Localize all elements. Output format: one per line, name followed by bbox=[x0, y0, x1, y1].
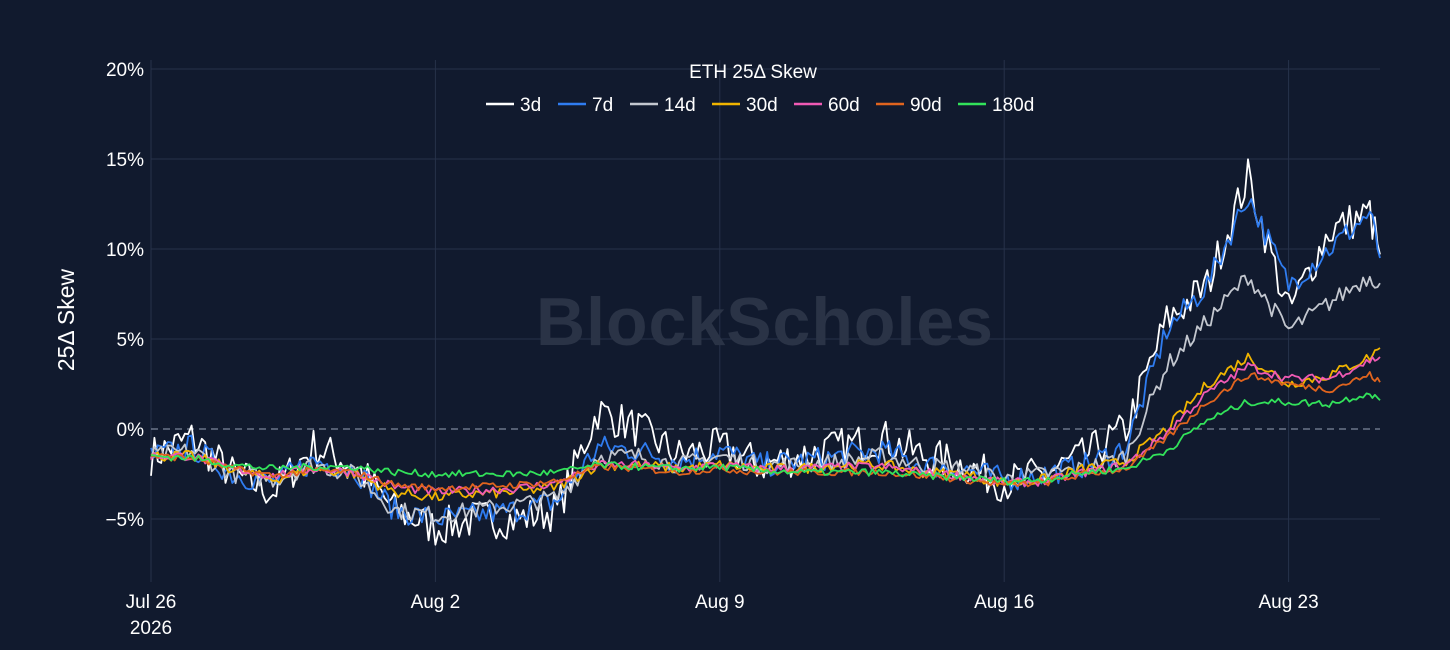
legend-item-180d[interactable]: 180d bbox=[958, 95, 1034, 116]
y-tick-label: 5% bbox=[117, 330, 145, 351]
y-axis-title: 25Δ Skew bbox=[53, 268, 79, 371]
legend-label: 30d bbox=[746, 95, 778, 116]
legend-label: 7d bbox=[592, 95, 613, 116]
legend-label: 3d bbox=[520, 95, 541, 116]
chart-title: ETH 25Δ Skew bbox=[689, 62, 817, 83]
legend-label: 14d bbox=[664, 95, 696, 116]
x-tick-label: Aug 23 bbox=[1258, 592, 1318, 613]
gridlines bbox=[150, 60, 1380, 582]
y-tick-label: 10% bbox=[106, 240, 144, 261]
y-tick-label: −5% bbox=[105, 510, 144, 531]
y-tick-labels: 20% 15% 10% 5% 0% −5% bbox=[105, 60, 144, 531]
legend[interactable]: 3d 7d 14d 30d 60d 90d 180d bbox=[486, 95, 1034, 116]
legend-item-14d[interactable]: 14d bbox=[630, 95, 696, 116]
y-tick-label: 20% bbox=[106, 60, 144, 81]
x-tick-label: Aug 9 bbox=[695, 592, 745, 613]
legend-item-60d[interactable]: 60d bbox=[794, 95, 860, 116]
x-tick-label: Aug 2 bbox=[411, 592, 461, 613]
series-line-7d bbox=[150, 198, 1381, 526]
y-tick-label: 15% bbox=[106, 150, 144, 171]
series-group bbox=[150, 158, 1381, 546]
legend-item-3d[interactable]: 3d bbox=[486, 95, 541, 116]
x-tick-labels: Jul 26 2026 Aug 2 Aug 9 Aug 16 Aug 23 bbox=[126, 592, 1319, 639]
legend-item-90d[interactable]: 90d bbox=[876, 95, 942, 116]
x-tick-label: Aug 16 bbox=[974, 592, 1034, 613]
legend-label: 60d bbox=[828, 95, 860, 116]
legend-item-30d[interactable]: 30d bbox=[712, 95, 778, 116]
legend-label: 180d bbox=[992, 95, 1034, 116]
y-tick-label: 0% bbox=[117, 420, 145, 441]
watermark-logo: BlockScholes bbox=[536, 284, 994, 360]
x-tick-label: Jul 26 bbox=[126, 592, 177, 613]
legend-item-7d[interactable]: 7d bbox=[558, 95, 613, 116]
series-line-180d bbox=[150, 392, 1381, 486]
x-tick-year: 2026 bbox=[130, 618, 172, 639]
legend-label: 90d bbox=[910, 95, 942, 116]
